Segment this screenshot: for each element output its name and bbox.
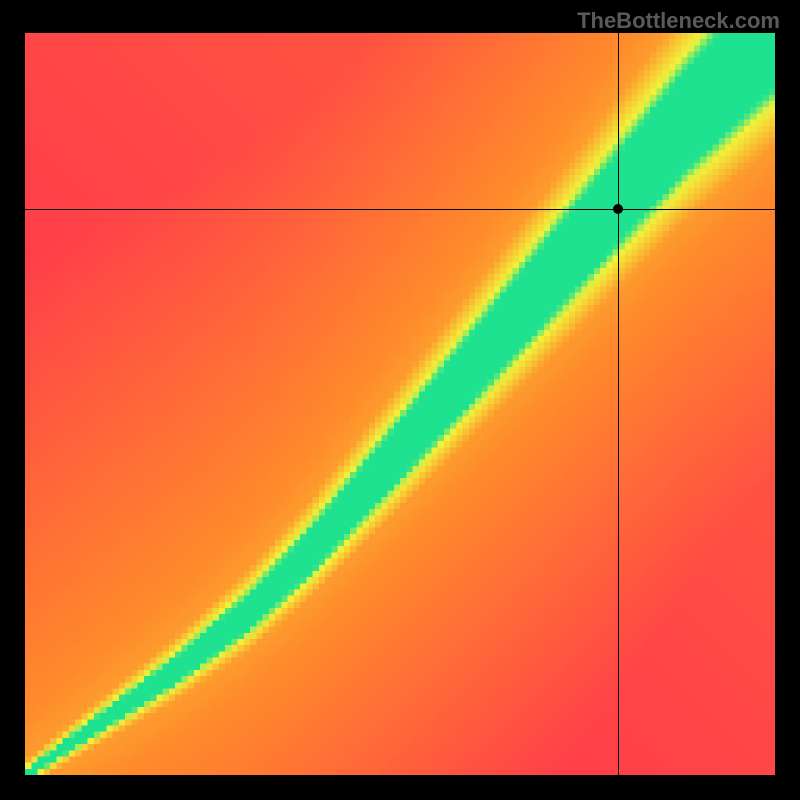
heatmap-canvas (25, 33, 775, 775)
watermark-text: TheBottleneck.com (577, 8, 780, 34)
crosshair-vertical (618, 28, 619, 780)
heatmap-plot (25, 33, 775, 775)
crosshair-horizontal (20, 209, 780, 210)
crosshair-marker-dot (613, 204, 623, 214)
